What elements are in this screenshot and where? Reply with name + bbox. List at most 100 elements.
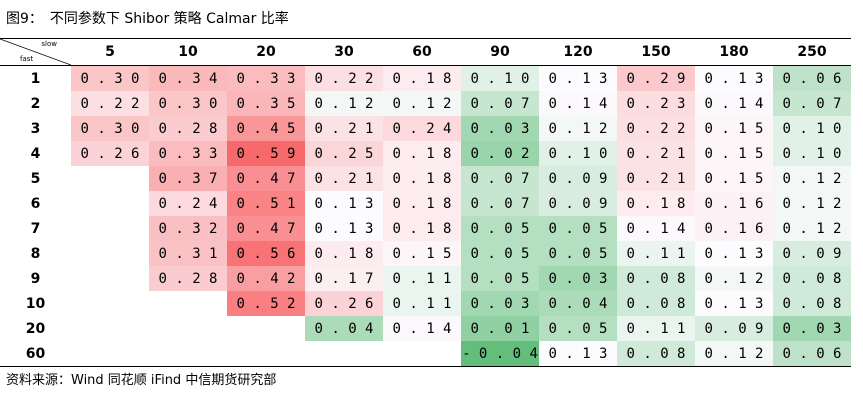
heatmap-cell-fast-6-slow-120: 0 . 0 9 [539, 191, 617, 216]
heatmap-cell-fast-2-slow-150: 0 . 2 3 [617, 91, 695, 116]
column-header-slow-20: 20 [227, 38, 305, 66]
heatmap-cell-fast-2-slow-20: 0 . 3 5 [227, 91, 305, 116]
heatmap-cell-fast-3-slow-20: 0 . 4 5 [227, 116, 305, 141]
column-header-slow-5: 5 [71, 38, 149, 66]
heatmap-cell-empty [149, 316, 227, 341]
heatmap-cell-empty [71, 266, 149, 291]
heatmap-cell-fast-8-slow-180: 0 . 1 3 [695, 241, 773, 266]
heatmap-cell-fast-10-slow-30: 0 . 2 6 [305, 291, 383, 316]
heatmap-cell-fast-10-slow-150: 0 . 0 8 [617, 291, 695, 316]
heatmap-cell-fast-3-slow-120: 0 . 1 2 [539, 116, 617, 141]
heatmap-cell-fast-10-slow-250: 0 . 0 8 [773, 291, 851, 316]
heatmap-cell-fast-5-slow-120: 0 . 0 9 [539, 166, 617, 191]
heatmap-cell-fast-7-slow-60: 0 . 1 8 [383, 216, 461, 241]
heatmap-cell-fast-9-slow-60: 0 . 1 1 [383, 266, 461, 291]
row-header-fast-4: 4 [30, 145, 41, 162]
heatmap-cell-fast-3-slow-90: 0 . 0 3 [461, 116, 539, 141]
heatmap-cell-empty [71, 166, 149, 191]
heatmap-cell-fast-7-slow-20: 0 . 4 7 [227, 216, 305, 241]
heatmap-cell-fast-6-slow-10: 0 . 2 4 [149, 191, 227, 216]
column-header-slow-120: 120 [539, 38, 617, 66]
heatmap-cell-fast-8-slow-20: 0 . 5 6 [227, 241, 305, 266]
heatmap-cell-empty [71, 291, 149, 316]
column-header-row: slow fast 5 10 20 30 60 90 120 150 180 250 [0, 38, 851, 66]
heatmap-cell-fast-2-slow-120: 0 . 1 4 [539, 91, 617, 116]
heatmap-cell-fast-9-slow-120: 0 . 0 3 [539, 266, 617, 291]
heatmap-cell-fast-5-slow-90: 0 . 0 7 [461, 166, 539, 191]
heatmap-cell-fast-2-slow-30: 0 . 1 2 [305, 91, 383, 116]
heatmap-cell-fast-2-slow-5: 0 . 2 2 [71, 91, 149, 116]
heatmap-cell-fast-5-slow-250: 0 . 1 2 [773, 166, 851, 191]
heatmap-cell-empty [149, 291, 227, 316]
row-header-fast-2: 2 [30, 95, 41, 112]
heatmap-cell-empty [71, 191, 149, 216]
row-header-fast-5: 5 [30, 170, 41, 187]
heatmap-cell-fast-2-slow-60: 0 . 1 2 [383, 91, 461, 116]
heatmap-cell-fast-60-slow-250: 0 . 0 6 [773, 341, 851, 367]
heatmap-cell-fast-2-slow-180: 0 . 1 4 [695, 91, 773, 116]
row-header-fast-3: 3 [30, 120, 41, 137]
heatmap-cell-fast-1-slow-5: 0 . 3 0 [71, 65, 149, 91]
heatmap-cell-fast-4-slow-250: 0 . 1 0 [773, 141, 851, 166]
heatmap-cell-fast-6-slow-60: 0 . 1 8 [383, 191, 461, 216]
heatmap-cell-fast-4-slow-120: 0 . 1 0 [539, 141, 617, 166]
source-note: 资料来源：Wind 同花顺 iFind 中信期货研究部 [6, 373, 277, 388]
row-header-fast-20: 20 [25, 320, 46, 337]
heatmap-cell-fast-1-slow-120: 0 . 1 3 [539, 65, 617, 91]
column-header-slow-180: 180 [695, 38, 773, 66]
heatmap-cell-fast-9-slow-150: 0 . 0 8 [617, 266, 695, 291]
row-header-fast-9: 9 [30, 270, 41, 287]
heatmap-cell-fast-10-slow-120: 0 . 0 4 [539, 291, 617, 316]
calmar-heatmap-table: slow fast 5 10 20 30 60 90 120 150 180 250 1 0 . 3… [0, 38, 851, 367]
heatmap-cell-fast-7-slow-150: 0 . 1 4 [617, 216, 695, 241]
heatmap-cell-fast-60-slow-120: 0 . 1 3 [539, 341, 617, 367]
heatmap-cell-fast-6-slow-20: 0 . 5 1 [227, 191, 305, 216]
heatmap-cell-fast-6-slow-90: 0 . 0 7 [461, 191, 539, 216]
heatmap-cell-fast-8-slow-10: 0 . 3 1 [149, 241, 227, 266]
heatmap-cell-fast-20-slow-90: 0 . 0 1 [461, 316, 539, 341]
heatmap-cell-fast-1-slow-250: 0 . 0 6 [773, 65, 851, 91]
heatmap-cell-fast-9-slow-20: 0 . 4 2 [227, 266, 305, 291]
heatmap-cell-fast-8-slow-120: 0 . 0 5 [539, 241, 617, 266]
heatmap-cell-fast-7-slow-10: 0 . 3 2 [149, 216, 227, 241]
corner-diagonal-line [0, 39, 71, 65]
heatmap-cell-fast-4-slow-10: 0 . 3 3 [149, 141, 227, 166]
heatmap-cell-fast-20-slow-180: 0 . 0 9 [695, 316, 773, 341]
heatmap-cell-empty [71, 316, 149, 341]
heatmap-cell-empty [227, 341, 305, 367]
heatmap-cell-fast-6-slow-250: 0 . 1 2 [773, 191, 851, 216]
heatmap-cell-fast-3-slow-60: 0 . 2 4 [383, 116, 461, 141]
row-header-fast-60: 60 [0, 341, 71, 367]
heatmap-cell-fast-8-slow-150: 0 . 1 1 [617, 241, 695, 266]
row-header-fast-1: 1 [30, 70, 41, 87]
heatmap-cell-fast-5-slow-60: 0 . 1 8 [383, 166, 461, 191]
heatmap-cell-empty [305, 341, 383, 367]
row-header-fast-8: 8 [30, 245, 41, 262]
heatmap-cell-fast-3-slow-10: 0 . 2 8 [149, 116, 227, 141]
heatmap-cell-fast-8-slow-60: 0 . 1 5 [383, 241, 461, 266]
heatmap-cell-fast-4-slow-150: 0 . 2 1 [617, 141, 695, 166]
heatmap-cell-fast-20-slow-30: 0 . 0 4 [305, 316, 383, 341]
heatmap-cell-fast-5-slow-30: 0 . 2 1 [305, 166, 383, 191]
heatmap-cell-fast-9-slow-30: 0 . 1 7 [305, 266, 383, 291]
heatmap-cell-fast-3-slow-30: 0 . 2 1 [305, 116, 383, 141]
heatmap-cell-fast-8-slow-250: 0 . 0 9 [773, 241, 851, 266]
heatmap-cell-fast-4-slow-30: 0 . 2 5 [305, 141, 383, 166]
heatmap-cell-fast-10-slow-90: 0 . 0 3 [461, 291, 539, 316]
corner-slow-label: slow [41, 40, 57, 48]
row-header-fast-10: 10 [25, 295, 46, 312]
heatmap-cell-fast-1-slow-10: 0 . 3 4 [149, 65, 227, 91]
heatmap-cell-fast-5-slow-150: 0 . 2 1 [617, 166, 695, 191]
heatmap-cell-fast-5-slow-20: 0 . 4 7 [227, 166, 305, 191]
heatmap-cell-empty [149, 341, 227, 367]
heatmap-cell-fast-8-slow-30: 0 . 1 8 [305, 241, 383, 266]
